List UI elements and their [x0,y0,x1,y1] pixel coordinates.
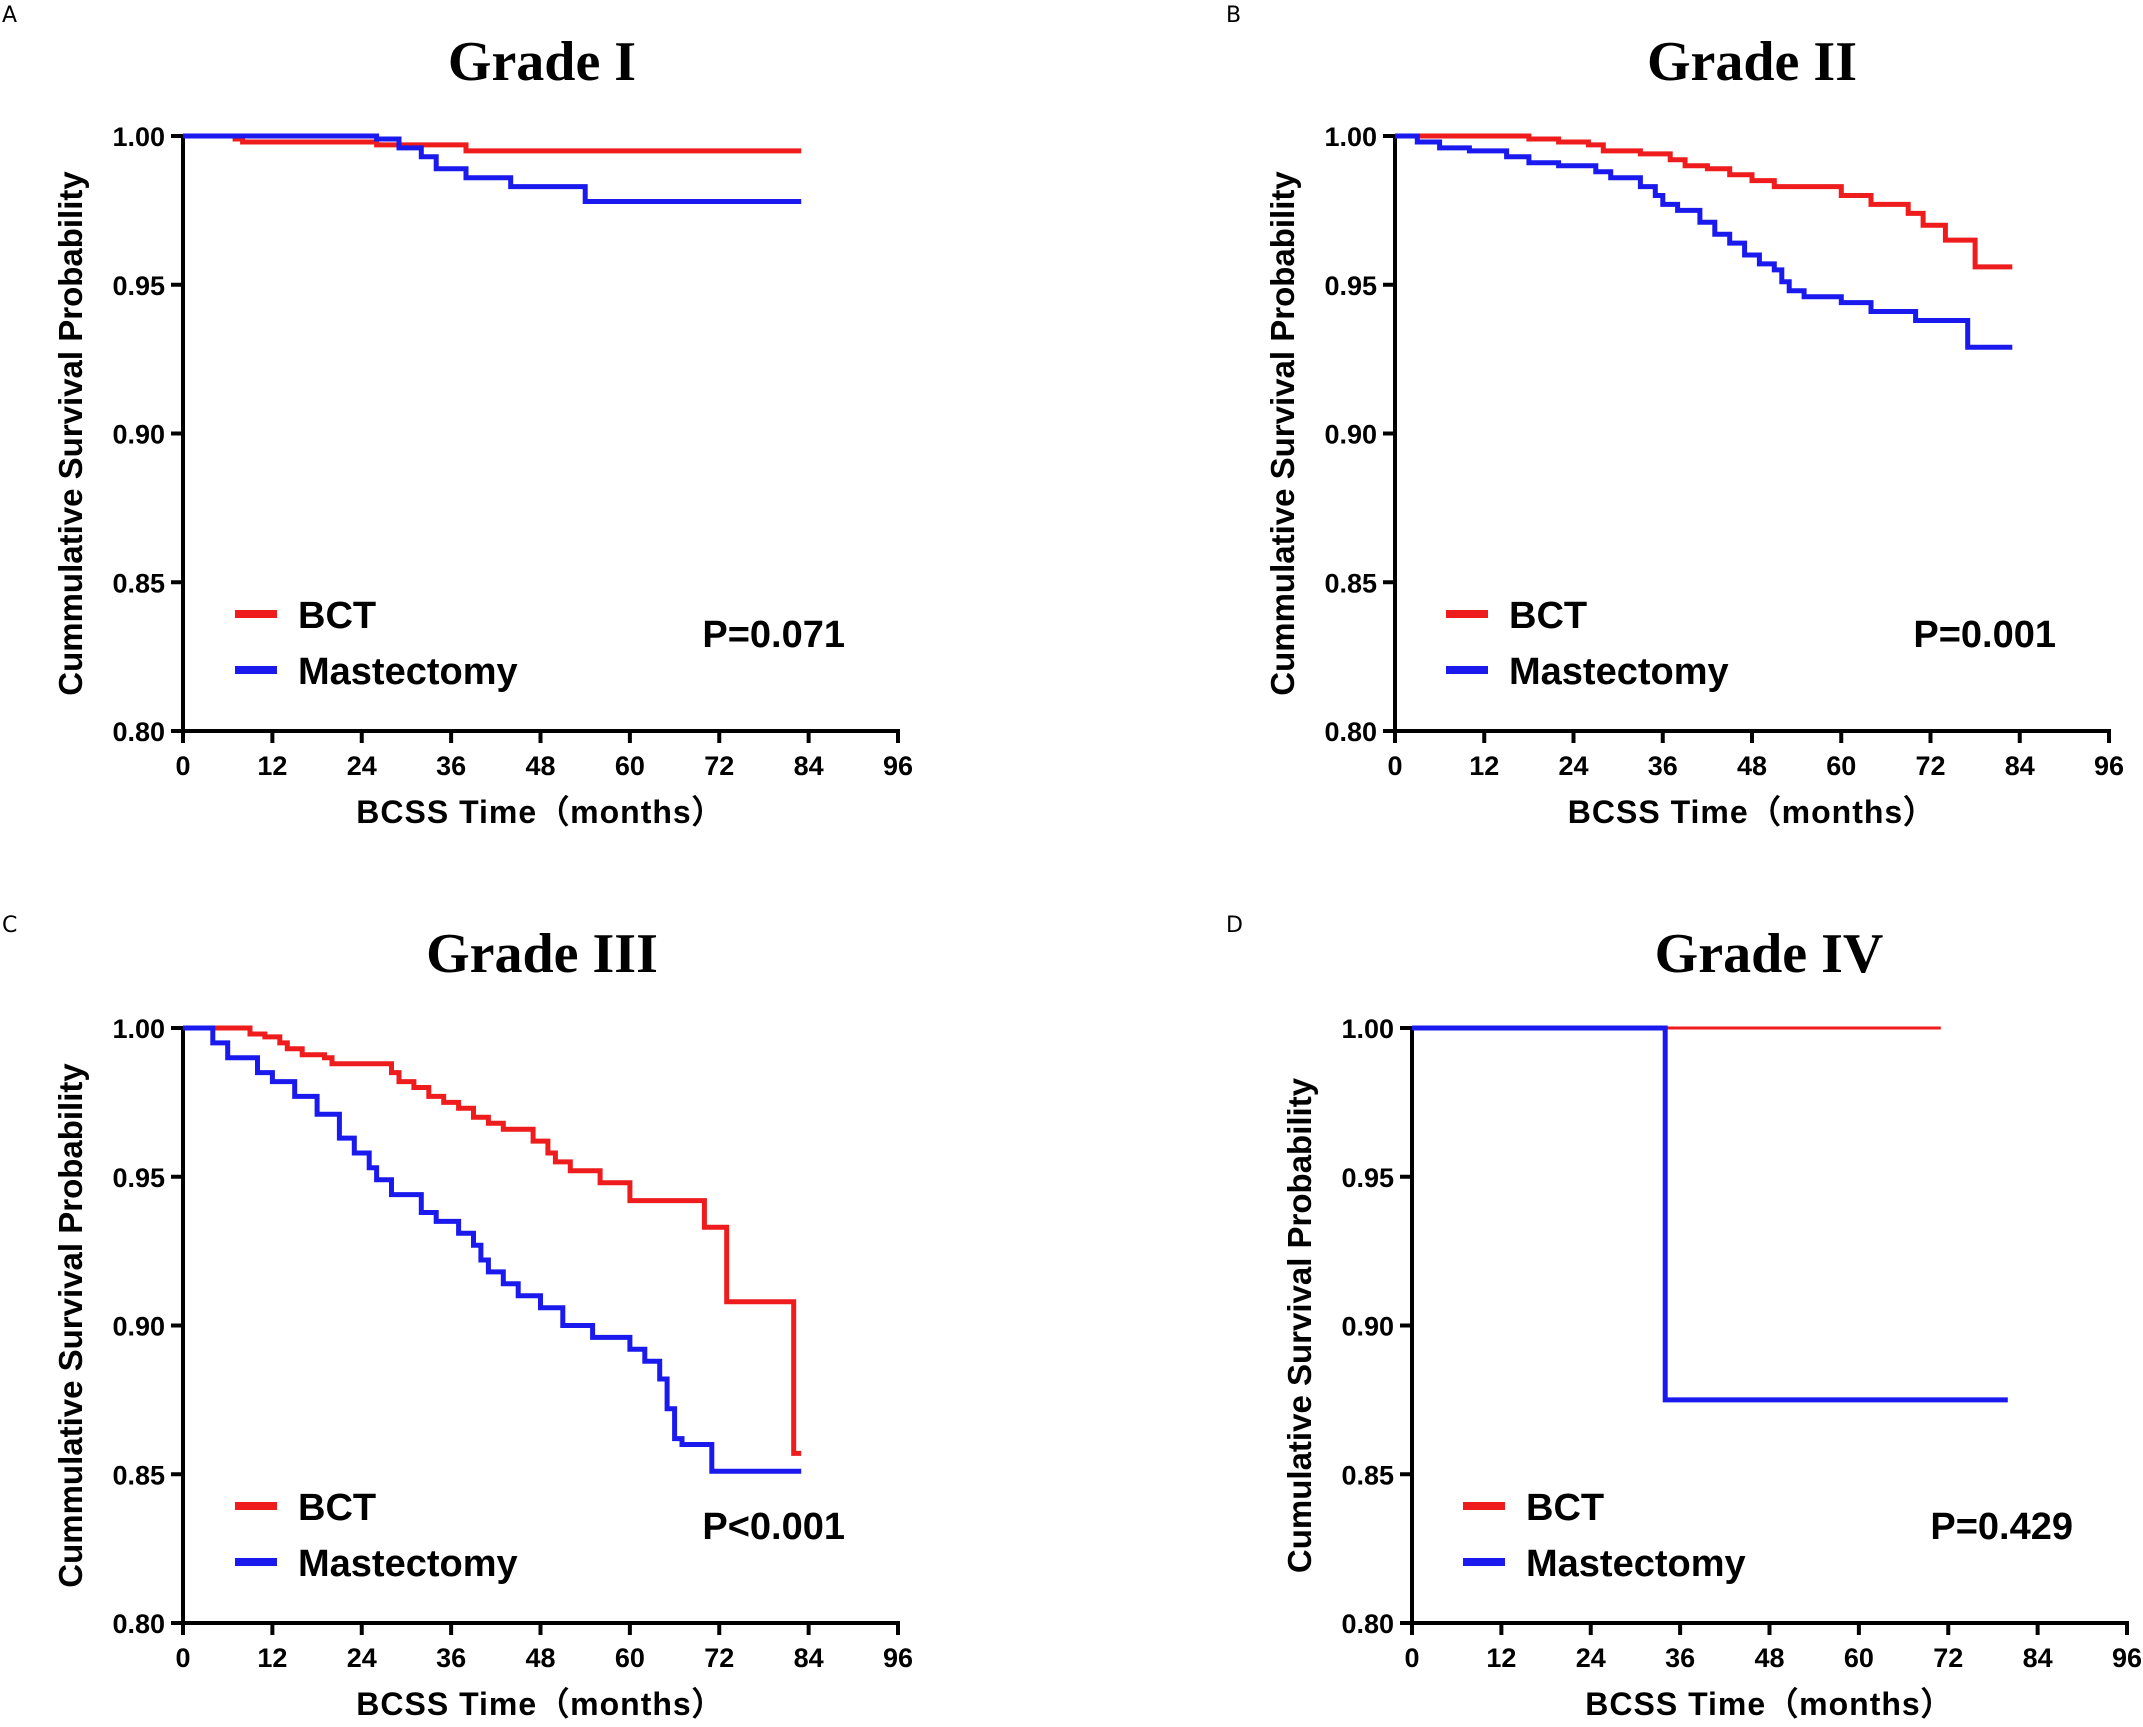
chart-title: Grade II [1647,31,1857,93]
x-tick-label: 48 [1754,1643,1784,1673]
y-tick-label: 1.00 [112,1014,165,1044]
legend-label-bct: BCT [298,1487,376,1529]
p-value-label: P=0.429 [1930,1506,2073,1548]
legend-label-mastectomy: Mastectomy [1509,651,1729,693]
x-axis-label: BCSS Time（months） [1585,1686,1953,1722]
y-tick-label: 0.95 [1324,271,1377,301]
x-tick-label: 72 [704,1643,734,1673]
series-line-mastectomy [1412,1025,2008,1403]
series-line-mastectomy [183,1025,802,1474]
x-tick-label: 0 [1387,751,1402,781]
x-tick-label: 60 [615,751,645,781]
y-tick-label: 0.90 [1324,420,1377,450]
y-tick-label: 0.85 [1341,1460,1394,1490]
y-tick-label: 0.95 [1341,1163,1394,1193]
chart-title: Grade I [448,31,636,93]
x-tick-label: 24 [347,751,377,781]
x-tick-label: 60 [615,1643,645,1673]
x-tick-label: 24 [347,1643,377,1673]
series-line-mastectomy [183,133,802,204]
y-tick-label: 0.90 [112,420,165,450]
panel-letter: D [1226,913,1243,938]
y-tick-label: 1.00 [112,122,165,152]
y-tick-label: 0.80 [112,1609,165,1639]
series-line-bct [1395,133,2013,270]
x-axis-label: BCSS Time（months） [1568,794,1936,830]
legend-label-bct: BCT [1509,595,1587,637]
x-tick-label: 96 [883,1643,913,1673]
y-tick-label: 0.90 [1341,1312,1394,1342]
x-tick-label: 36 [436,751,466,781]
panel-letter: B [1226,3,1241,28]
x-tick-label: 96 [2094,751,2124,781]
chart-panel-a: A Grade I 0.80 0.85 0.90 0.95 1.00 0 12 24 36 48 60 7… [2,3,913,830]
y-axis-label: Cummulative Survival Probability [52,1063,89,1588]
x-tick-label: 0 [1404,1643,1419,1673]
x-tick-label: 84 [2005,751,2035,781]
legend-label-mastectomy: Mastectomy [298,651,518,693]
y-axis-label: Cumulative Survival Probability [1281,1077,1318,1573]
y-tick-label: 0.80 [112,717,165,747]
x-axis-label: BCSS Time（months） [356,1686,724,1722]
y-tick-label: 0.85 [112,568,165,598]
chart-title: Grade IV [1655,923,1884,985]
x-tick-label: 36 [436,1643,466,1673]
p-value-label: P<0.001 [702,1506,845,1548]
panel-letter: A [2,3,17,28]
chart-panel-b: B Grade II 0.80 0.85 0.90 0.95 1.00 0 12 24 36 48 60… [1226,3,2124,830]
x-tick-label: 12 [1469,751,1499,781]
x-tick-label: 36 [1665,1643,1695,1673]
x-tick-label: 60 [1826,751,1856,781]
x-tick-label: 12 [257,1643,287,1673]
y-tick-label: 0.80 [1341,1609,1394,1639]
panel-letter: C [2,913,17,938]
x-tick-label: 96 [2112,1643,2142,1673]
legend-label-mastectomy: Mastectomy [298,1543,518,1585]
x-tick-label: 72 [1915,751,1945,781]
x-tick-label: 72 [704,751,734,781]
x-axis-label: BCSS Time（months） [356,794,724,830]
y-tick-label: 0.80 [1324,717,1377,747]
chart-title: Grade III [426,923,658,985]
chart-panel-d: D Grade IV 0.80 0.85 0.90 0.95 1.00 0 12 24 36 48 60… [1226,913,2142,1722]
x-tick-label: 24 [1558,751,1588,781]
x-tick-label: 0 [175,1643,190,1673]
legend-label-mastectomy: Mastectomy [1526,1543,1746,1585]
x-tick-label: 0 [175,751,190,781]
x-tick-label: 24 [1576,1643,1606,1673]
y-axis-label: Cummulative Survival Probability [1264,171,1301,696]
x-tick-label: 12 [1486,1643,1516,1673]
y-tick-label: 1.00 [1341,1014,1394,1044]
y-tick-label: 0.85 [1324,568,1377,598]
x-tick-label: 84 [2023,1643,2053,1673]
x-tick-label: 96 [883,751,913,781]
x-tick-label: 12 [257,751,287,781]
x-tick-label: 84 [794,1643,824,1673]
x-tick-label: 72 [1933,1643,1963,1673]
x-tick-label: 48 [525,1643,555,1673]
x-tick-label: 48 [1737,751,1767,781]
x-tick-label: 60 [1844,1643,1874,1673]
x-tick-label: 48 [525,751,555,781]
legend-label-bct: BCT [298,595,376,637]
legend-label-bct: BCT [1526,1487,1604,1529]
p-value-label: P=0.001 [1913,614,2056,656]
y-tick-label: 0.90 [112,1312,165,1342]
chart-panel-c: C Grade III 0.80 0.85 0.90 0.95 1.00 0 12 24 36 48 6… [2,913,913,1722]
y-tick-label: 0.95 [112,271,165,301]
series-line-mastectomy [1395,133,2013,350]
x-tick-label: 36 [1648,751,1678,781]
x-tick-label: 84 [794,751,824,781]
y-tick-label: 0.95 [112,1163,165,1193]
y-tick-label: 0.85 [112,1460,165,1490]
y-axis-label: Cummulative Survival Probability [52,171,89,696]
p-value-label: P=0.071 [702,614,845,656]
series-line-bct [183,1025,802,1456]
y-tick-label: 1.00 [1324,122,1377,152]
